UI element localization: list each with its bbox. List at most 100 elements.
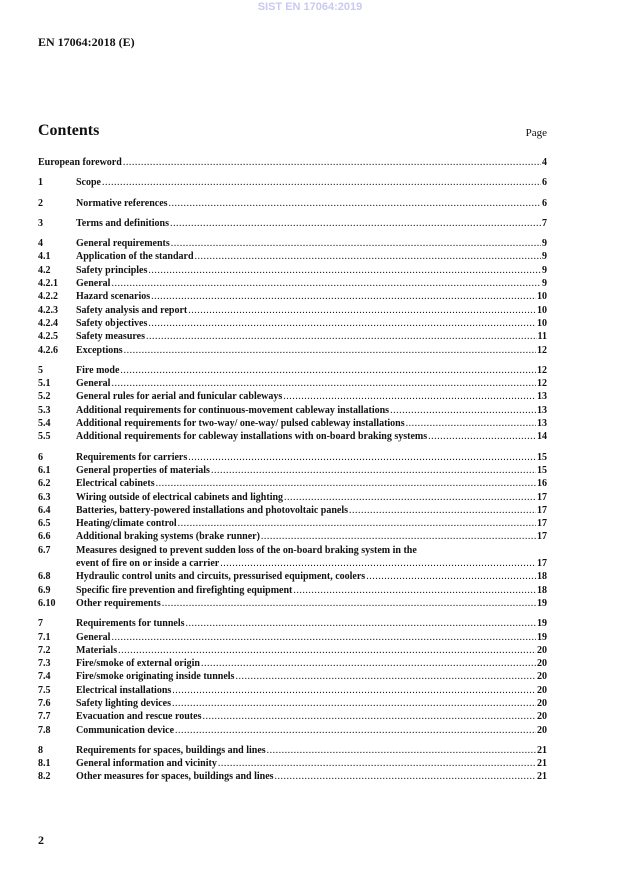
toc-entry[interactable]: 4.1 Application of the standard 9	[38, 250, 547, 263]
toc-group: 6 Requirements for carriers 15 6.1 General p…	[38, 451, 547, 611]
toc-entry[interactable]: 5.3 Additional requirements for continuou…	[38, 404, 547, 417]
toc-entry[interactable]: 4.2.6 Exceptions 12	[38, 344, 547, 357]
toc-entry[interactable]: 5 Fire mode 12	[38, 364, 547, 377]
toc-entry-number: 6.5	[38, 518, 51, 530]
toc-entry-page: 18	[537, 571, 547, 583]
toc-entry-title: General	[76, 631, 111, 643]
toc-entry-page: 20	[537, 644, 547, 656]
toc-entry[interactable]: 6.4 Batteries, battery-powered installati…	[38, 504, 547, 517]
toc-entry[interactable]: 5.1 General 12	[38, 377, 547, 390]
toc-entry[interactable]: 6.1 General properties of materials 15	[38, 464, 547, 477]
toc-entry[interactable]: 4.2.4 Safety objectives 10	[38, 317, 547, 330]
toc-entry[interactable]: 7.3 Fire/smoke of external origin 20	[38, 657, 547, 670]
toc-entry-page: 9	[542, 278, 547, 290]
toc-entry[interactable]: 6 Requirements for carriers 15	[38, 451, 547, 464]
toc-entry-title: Fire mode	[76, 364, 120, 376]
toc-entry[interactable]: 4 General requirements 9	[38, 237, 547, 250]
toc-entry-title: General	[76, 278, 111, 290]
toc-entry[interactable]: 4.2.3 Safety analysis and report 10	[38, 304, 547, 317]
toc-entry-page: 13	[537, 404, 547, 416]
document-header: EN 17064:2018 (E)	[38, 35, 135, 49]
toc-entry-title: Fire/smoke originating inside tunnels	[76, 671, 235, 683]
toc-entry-page: 20	[537, 684, 547, 696]
toc-entry[interactable]: 3 Terms and definitions 7	[38, 217, 547, 230]
toc-entry-number: 7.2	[38, 644, 51, 656]
toc-entry-page: 9	[542, 238, 547, 250]
dot-leader	[188, 304, 536, 317]
toc-entry-page: 13	[537, 418, 547, 430]
dot-leader	[172, 684, 536, 697]
dot-leader	[175, 724, 536, 737]
toc-entry-page: 17	[537, 531, 547, 543]
toc-entry[interactable]: 6.6 Additional braking systems (brake run…	[38, 530, 547, 543]
toc-entry[interactable]: 8 Requirements for spaces, buildings and …	[38, 744, 547, 757]
toc-entry-title: General information and vicinity	[76, 758, 217, 770]
toc-entry-page: 12	[537, 364, 547, 376]
dot-leader	[283, 390, 536, 403]
toc-entry-title: Heating/climate control	[76, 518, 177, 530]
toc-entry-number: 5.4	[38, 418, 51, 430]
toc-entry[interactable]: 5.5 Additional requirements for cableway …	[38, 430, 547, 443]
toc-entry[interactable]: 8.1 General information and vicinity 21	[38, 757, 547, 770]
dot-leader	[151, 290, 536, 303]
toc-entry[interactable]: 4.2 Safety principles 9	[38, 264, 547, 277]
toc-entry-title: Additional requirements for cableway ins…	[76, 431, 428, 443]
toc-entry-title: Requirements for spaces, buildings and l…	[76, 744, 266, 756]
toc-entry[interactable]: 7.7 Evacuation and rescue routes 20	[38, 710, 547, 723]
toc-entry-number: 3	[38, 217, 43, 229]
toc-entry-page: 15	[537, 464, 547, 476]
toc-group: 1 Scope 6	[38, 176, 547, 189]
toc-entry[interactable]: 6.5 Heating/climate control 17	[38, 517, 547, 530]
toc-entry[interactable]: 4.2.1 General 9	[38, 277, 547, 290]
toc-entry[interactable]: 7.5 Electrical installations 20	[38, 684, 547, 697]
toc-entry-title: Batteries, battery-powered installations…	[76, 504, 349, 516]
toc-entry[interactable]: 7.2 Materials 20	[38, 644, 547, 657]
dot-leader	[366, 570, 536, 583]
dot-leader	[120, 364, 536, 377]
toc-entry-continuation[interactable]: event of fire on or inside a carrier 17	[38, 557, 547, 570]
toc-entry-title: Requirements for tunnels	[76, 618, 185, 630]
toc-group: 8 Requirements for spaces, buildings and …	[38, 744, 547, 784]
toc-entry[interactable]: 7.1 General 19	[38, 631, 547, 644]
toc-entry[interactable]: 8.2 Other measures for spaces, buildings …	[38, 770, 547, 783]
toc-entry[interactable]: 1 Scope 6	[38, 176, 547, 189]
toc-entry[interactable]: 4.2.5 Safety measures 11	[38, 330, 547, 343]
toc-entry-number: 5	[38, 364, 43, 376]
toc-entry[interactable]: 5.2 General rules for aerial and funicula…	[38, 390, 547, 403]
toc-entry[interactable]: 5.4 Additional requirements for two-way/ …	[38, 417, 547, 430]
dot-leader	[428, 430, 536, 443]
dot-leader	[162, 597, 536, 610]
toc-entry-number: 7.8	[38, 724, 51, 736]
toc-entry-title: Materials	[76, 644, 118, 656]
toc-entry-title: Additional braking systems (brake runner…	[76, 531, 260, 543]
toc-entry-title: Safety objectives	[76, 317, 148, 329]
toc-entry[interactable]: 6.8 Hydraulic control units and circuits,…	[38, 570, 547, 583]
toc-entry[interactable]: 4.2.2 Hazard scenarios 10	[38, 290, 547, 303]
toc-entry[interactable]: 7.8 Communication device 20	[38, 724, 547, 737]
toc-entry[interactable]: 6.3 Wiring outside of electrical cabinets…	[38, 491, 547, 504]
toc-entry[interactable]: 7.4 Fire/smoke originating inside tunnels…	[38, 670, 547, 683]
toc-entry[interactable]: 7.6 Safety lighting devices 20	[38, 697, 547, 710]
toc-entry[interactable]: European foreword 4	[38, 156, 547, 169]
toc-entry-title: Wiring outside of electrical cabinets an…	[76, 491, 284, 503]
toc-entry-number: 8.2	[38, 771, 51, 783]
toc-entry-number: 8.1	[38, 758, 51, 770]
dot-leader	[118, 644, 536, 657]
toc-entry-title: Normative references	[76, 197, 168, 209]
toc-entry-number: 2	[38, 197, 43, 209]
toc-entry[interactable]: 2 Normative references 6	[38, 197, 547, 210]
toc-entry-title: Application of the standard	[76, 251, 194, 263]
toc-entry[interactable]: 6.10 Other requirements 19	[38, 597, 547, 610]
toc-entry[interactable]: 6.9 Specific fire prevention and firefigh…	[38, 584, 547, 597]
toc-entry[interactable]: 7 Requirements for tunnels 19	[38, 617, 547, 630]
toc-entry[interactable]: 6.7 Measures designed to prevent sudden l…	[38, 544, 547, 557]
toc-entry-number: 6.4	[38, 504, 51, 516]
dot-leader	[169, 197, 541, 210]
dot-leader	[111, 277, 541, 290]
toc-entry-number: 7.6	[38, 697, 51, 709]
toc-entry-title: Specific fire prevention and firefightin…	[76, 584, 293, 596]
toc-entry-title: Measures designed to prevent sudden loss…	[76, 544, 417, 556]
dot-leader	[124, 344, 536, 357]
toc-entry-page: 10	[537, 291, 547, 303]
toc-entry[interactable]: 6.2 Electrical cabinets 16	[38, 477, 547, 490]
